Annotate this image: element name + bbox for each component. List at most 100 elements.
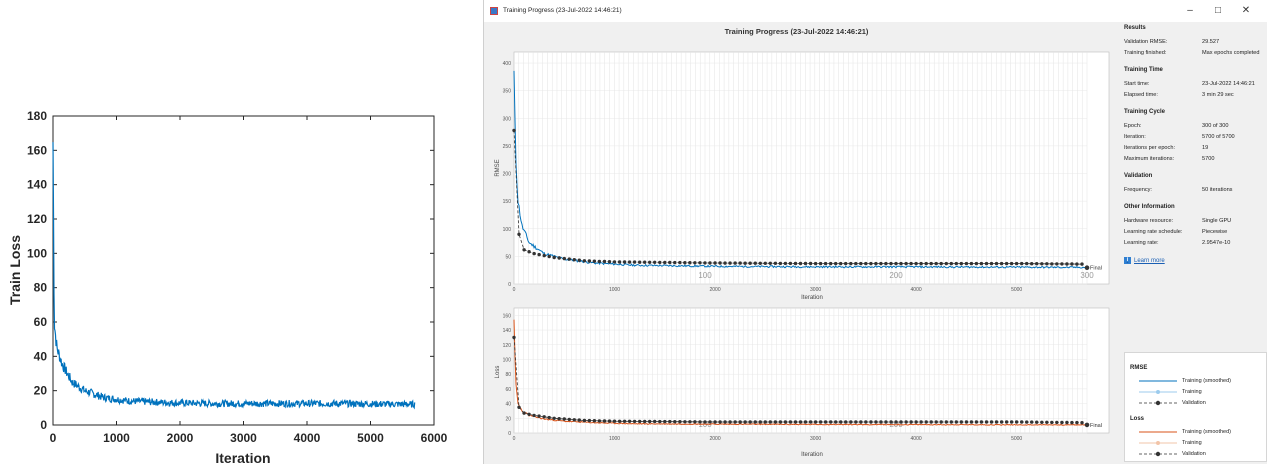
legend-label: Training <box>1182 440 1202 446</box>
validation-point <box>854 261 858 266</box>
legend-line-swatch <box>1139 441 1177 445</box>
validation-point <box>1055 262 1059 266</box>
validation-point <box>678 260 682 265</box>
info-row: Frequency: 50 iterations <box>1124 184 1264 195</box>
info-value: 23-Jul-2022 14:46:21 <box>1202 80 1255 87</box>
validation-point <box>889 261 893 266</box>
rmse-final-label: Final <box>1090 266 1102 272</box>
validation-point <box>612 260 617 264</box>
validation-point <box>844 420 848 424</box>
loss-validation-points <box>512 335 1084 425</box>
validation-point <box>874 420 878 424</box>
validation-point <box>1080 262 1084 266</box>
y-tick-label: 0 <box>508 431 511 437</box>
validation-point <box>1045 262 1049 266</box>
x-tick-label: 4000 <box>911 436 922 442</box>
plot-legend: RMSE Training (smoothed) Training Valida… <box>1124 352 1267 462</box>
validation-point <box>1060 262 1064 266</box>
minimize-button[interactable]: – <box>1187 5 1193 16</box>
validation-point <box>537 252 541 257</box>
y-tick-label: 160 <box>27 143 47 157</box>
validation-point <box>607 260 612 264</box>
validation-point <box>708 261 712 265</box>
validation-point <box>803 420 808 424</box>
info-key: Learning rate schedule: <box>1124 228 1183 235</box>
validation-point <box>638 260 642 264</box>
y-tick-label: 100 <box>27 246 47 260</box>
train-loss-x-ticks: 0 1000 2000 3000 4000 5000 6000 <box>50 116 448 445</box>
info-row: Epoch: 300 of 300 <box>1124 120 1264 131</box>
validation-point <box>693 420 697 424</box>
info-key: Epoch: <box>1124 122 1142 129</box>
legend-item: Training <box>1139 439 1264 447</box>
training-cycle-title: Training Cycle <box>1124 109 1166 115</box>
validation-point <box>1030 262 1034 266</box>
validation-point <box>1075 262 1079 266</box>
learn-more-link[interactable]: i Learn more <box>1124 257 1264 264</box>
validation-point <box>969 420 974 424</box>
validation-point <box>622 260 627 264</box>
info-value: 5700 of 5700 <box>1202 133 1235 140</box>
validation-point <box>537 414 541 418</box>
validation-point <box>924 420 928 424</box>
validation-point <box>668 260 672 265</box>
loss-epoch-grid <box>518 308 1088 433</box>
validation-point <box>783 261 788 266</box>
legend-item: Validation <box>1139 399 1264 407</box>
loss-plot-area <box>513 307 1110 434</box>
validation-point <box>869 420 873 424</box>
x-tick-label: 2000 <box>709 287 720 293</box>
validation-point <box>612 419 617 423</box>
validation-point <box>844 261 848 266</box>
info-value: 2.9547e-10 <box>1202 239 1231 246</box>
validation-point <box>904 261 908 266</box>
training-progress-window: Training Progress (23-Jul-2022 14:46:21)… <box>483 0 1267 464</box>
validation-point <box>778 420 783 424</box>
validation-point <box>899 420 903 424</box>
validation-point <box>1070 262 1074 266</box>
y-tick-label: 20 <box>505 416 511 422</box>
info-row: Elapsed time: 3 min 29 sec <box>1124 89 1264 100</box>
validation-point <box>1030 420 1034 424</box>
close-button[interactable]: ✕ <box>1241 5 1251 16</box>
validation-point <box>587 259 592 263</box>
train-loss-x-label: Iteration <box>215 450 270 464</box>
y-tick-label: 120 <box>27 212 47 226</box>
y-tick-label: 100 <box>503 227 512 233</box>
legend-item: Training <box>1139 388 1264 396</box>
validation-point <box>949 261 953 266</box>
x-tick-label: 0 <box>513 287 516 293</box>
x-tick-label: 1000 <box>103 431 130 445</box>
y-tick-label: 160 <box>503 313 512 319</box>
validation-point <box>884 420 888 424</box>
validation-point <box>834 420 838 424</box>
y-tick-label: 20 <box>34 384 48 398</box>
info-row: Validation RMSE: 29.527 <box>1124 36 1264 47</box>
validation-point <box>798 420 803 424</box>
validation-point <box>582 418 587 423</box>
validation-point <box>577 418 581 422</box>
validation-point <box>627 419 632 423</box>
validation-point <box>728 420 732 424</box>
validation-point <box>999 420 1004 424</box>
x-tick-label: 2000 <box>709 436 720 442</box>
x-tick-label: 1000 <box>609 436 620 442</box>
epoch-label: 100 <box>698 271 712 280</box>
validation-point <box>748 420 752 424</box>
validation-point <box>597 419 602 423</box>
validation-point <box>522 411 526 415</box>
validation-point <box>748 261 752 265</box>
validation-point <box>954 261 958 266</box>
validation-point <box>1075 420 1079 425</box>
validation-point <box>889 420 893 424</box>
validation-point <box>547 254 551 259</box>
rmse-y-label: RMSE <box>495 159 501 176</box>
validation-point <box>974 261 979 266</box>
maximize-button[interactable]: □ <box>1214 5 1222 16</box>
info-key: Maximum iterations: <box>1124 155 1175 162</box>
validation-point <box>648 419 652 424</box>
info-value: 3 min 29 sec <box>1202 91 1234 98</box>
validation-point <box>869 261 873 266</box>
validation-point <box>929 261 933 266</box>
